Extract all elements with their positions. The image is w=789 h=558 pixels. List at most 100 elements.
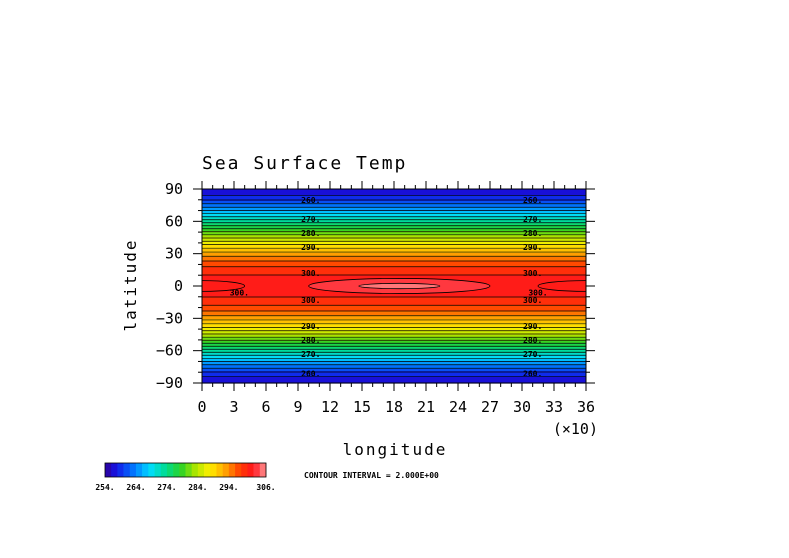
sst-band (202, 203, 586, 206)
sst-band (202, 205, 586, 208)
colorbar-border (104, 462, 267, 478)
sst-band (202, 235, 586, 238)
sst-band (202, 227, 586, 230)
sst-band (202, 355, 586, 358)
sst-band (202, 229, 586, 232)
colorbar-swatch (222, 463, 230, 477)
sst-band (202, 373, 586, 376)
sst-band (202, 381, 586, 384)
sst-band (202, 327, 586, 330)
sst-band (202, 241, 586, 244)
colorbar-swatch (191, 463, 199, 477)
chart-title: Sea Surface Temp (202, 153, 407, 174)
colorbar-label: 284. (188, 483, 207, 492)
colorbar-swatch (228, 463, 236, 477)
contour-label: 280. (301, 336, 320, 345)
warm-pool-contour (358, 282, 441, 290)
colorbar-swatch (154, 463, 162, 477)
sst-band (202, 207, 586, 210)
sst-band (202, 317, 586, 320)
x-multiplier-label: (×10) (553, 420, 598, 438)
colorbar-swatch (111, 463, 118, 477)
sst-band (202, 263, 586, 266)
contour-label: 260. (301, 369, 320, 378)
sst-band (202, 215, 586, 218)
sst-band (202, 363, 586, 366)
sst-band (202, 293, 586, 296)
sst-band (202, 301, 586, 304)
sst-band (202, 343, 586, 346)
colorbar-swatch (253, 463, 261, 477)
x-tick-label: 18 (385, 398, 403, 416)
contour-label: 270. (523, 215, 542, 224)
colorbar-swatch (123, 463, 131, 477)
sst-band (202, 189, 586, 192)
x-tick-label: 24 (449, 398, 467, 416)
sst-band (202, 379, 586, 382)
sst-band (202, 337, 586, 340)
colorbar-swatch (259, 463, 267, 477)
y-axis-label: latitude (121, 238, 140, 331)
x-tick-label: 0 (197, 398, 206, 416)
sst-band (202, 323, 586, 326)
colorbar-swatch (179, 463, 186, 477)
x-tick-label: 21 (417, 398, 435, 416)
warm-pool-contours (202, 278, 586, 294)
colorbar-swatch (129, 463, 137, 477)
contour-lines (202, 188, 586, 384)
sst-band (202, 201, 586, 204)
sst-band (202, 365, 586, 368)
sst-band (202, 347, 586, 350)
contour-label: 300. (528, 288, 547, 297)
sst-band (202, 341, 586, 344)
contour-label: 290. (523, 243, 542, 252)
sst-band (202, 265, 586, 268)
colorbar-label: 294. (219, 483, 238, 492)
sst-band (202, 305, 586, 308)
x-tick-label: 36 (577, 398, 595, 416)
colorbar-swatch (142, 463, 149, 477)
sst-band (202, 239, 586, 242)
contour-label: 270. (301, 350, 320, 359)
colorbar-labels: 254. 264. 274. 284. 294. 306. (95, 483, 275, 492)
contour-label: 300. (523, 269, 542, 278)
colorbar-swatch (241, 463, 248, 477)
colorbar-swatch (247, 463, 254, 477)
sst-band (202, 295, 586, 298)
y-tick-label: 30 (165, 245, 183, 263)
sst-band (202, 191, 586, 194)
y-tick-label: 90 (165, 180, 183, 198)
sst-band (202, 359, 586, 362)
sst-band (202, 221, 586, 224)
colorbar-swatch (148, 463, 155, 477)
sst-band (202, 353, 586, 356)
colorbar-swatch (117, 463, 124, 477)
sst-band (202, 313, 586, 316)
sst-band (202, 211, 586, 214)
sst-band (202, 297, 586, 300)
sst-band (202, 309, 586, 312)
x-tick-label: 30 (513, 398, 531, 416)
x-tick-label: 33 (545, 398, 563, 416)
x-tick-label: 6 (261, 398, 270, 416)
warm-pool-contour (202, 280, 246, 292)
sst-band (202, 233, 586, 236)
sst-band (202, 299, 586, 302)
contour-label: 290. (301, 322, 320, 331)
contour-label: 260. (523, 196, 542, 205)
sst-band (202, 271, 586, 274)
sst-band (202, 303, 586, 306)
sst-band (202, 231, 586, 234)
contour-label: 300. (230, 288, 249, 297)
colorbar-swatch (210, 463, 217, 477)
contour-interval-note: CONTOUR INTERVAL = 2.000E+00 (304, 471, 439, 480)
colorbar-swatch (235, 463, 242, 477)
contour-label: 300. (301, 296, 320, 305)
sst-band (202, 195, 586, 198)
contour-label: 280. (523, 229, 542, 238)
x-tick-label: 9 (293, 398, 302, 416)
x-tick-label: 27 (481, 398, 499, 416)
sst-band (202, 253, 586, 256)
colorbar-swatch (216, 463, 223, 477)
